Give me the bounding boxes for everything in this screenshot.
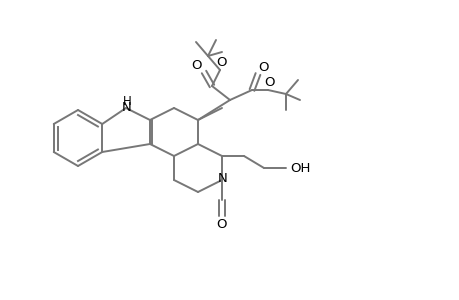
Text: N: N bbox=[122, 100, 132, 113]
Text: O: O bbox=[258, 61, 269, 74]
Text: H: H bbox=[123, 94, 131, 107]
Text: O: O bbox=[264, 76, 274, 88]
Text: OH: OH bbox=[289, 161, 309, 175]
Text: O: O bbox=[216, 56, 227, 68]
Text: N: N bbox=[218, 172, 227, 185]
Text: O: O bbox=[191, 58, 202, 71]
Text: O: O bbox=[216, 218, 227, 230]
